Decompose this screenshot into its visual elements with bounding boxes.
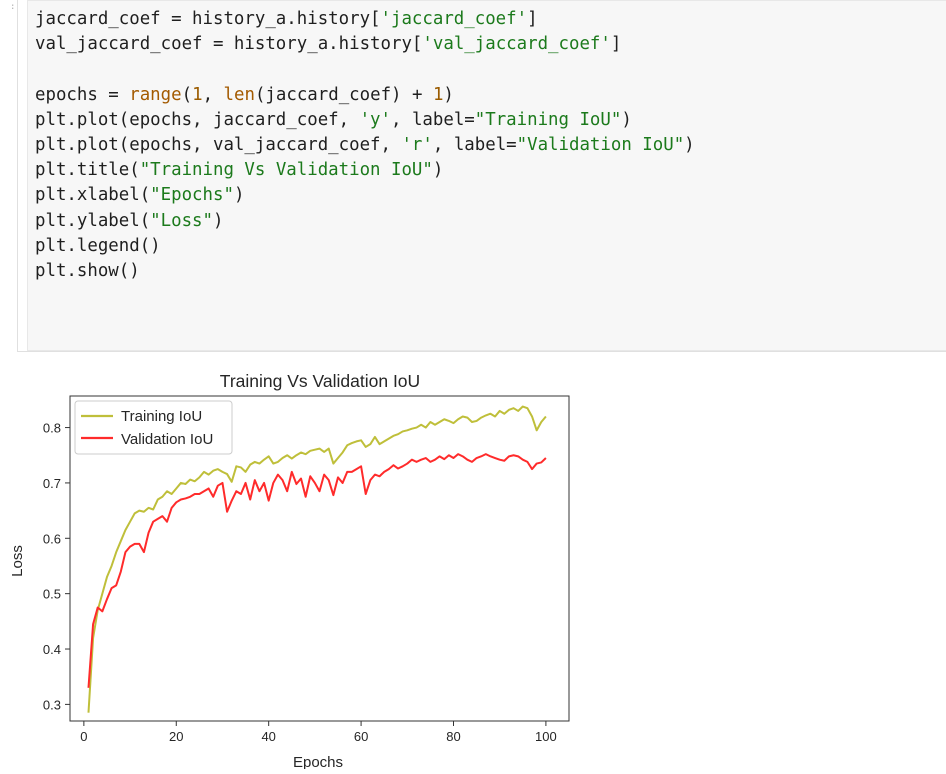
y-tick-label: 0.8 bbox=[43, 421, 61, 436]
x-tick-label: 60 bbox=[354, 729, 368, 744]
legend-label-validation: Validation IoU bbox=[121, 431, 213, 448]
y-tick-label: 0.6 bbox=[43, 531, 61, 546]
code-editor[interactable]: jaccard_coef = history_a.history['jaccar… bbox=[27, 0, 946, 351]
x-tick-label: 80 bbox=[446, 729, 460, 744]
training-iou-line bbox=[87, 405, 547, 713]
y-tick-label: 0.7 bbox=[43, 476, 61, 491]
y-tick-label: 0.5 bbox=[43, 587, 61, 602]
legend: Training IoU Validation IoU bbox=[74, 400, 233, 455]
x-tick-label: 100 bbox=[535, 729, 557, 744]
y-axis-ticks: 0.3 0.4 0.5 0.6 0.7 0.8 bbox=[43, 421, 70, 712]
x-tick-label: 20 bbox=[169, 729, 183, 744]
output-area: Training Vs Validation IoU 0 20 40 60 80 100 … bbox=[0, 356, 946, 771]
x-tick-label: 40 bbox=[261, 729, 275, 744]
x-tick-label: 0 bbox=[80, 729, 87, 744]
series-lines bbox=[87, 405, 547, 713]
chart-title: Training Vs Validation IoU bbox=[220, 371, 420, 391]
legend-label-training: Training IoU bbox=[121, 408, 202, 425]
code-cell[interactable]: jaccard_coef = history_a.history['jaccar… bbox=[17, 0, 946, 352]
x-axis-ticks: 0 20 40 60 80 100 bbox=[80, 721, 557, 744]
x-axis-label: Epochs bbox=[293, 754, 343, 769]
y-tick-label: 0.4 bbox=[43, 642, 61, 657]
chart: Training Vs Validation IoU 0 20 40 60 80 100 … bbox=[9, 371, 570, 771]
cell-gutter-marker: : bbox=[10, 2, 16, 12]
legend-box bbox=[74, 400, 233, 455]
code-text[interactable]: jaccard_coef = history_a.history['jaccar… bbox=[35, 9, 695, 282]
y-tick-label: 0.3 bbox=[43, 697, 61, 712]
validation-iou-line bbox=[87, 453, 547, 688]
y-axis-label: Loss bbox=[9, 545, 26, 577]
